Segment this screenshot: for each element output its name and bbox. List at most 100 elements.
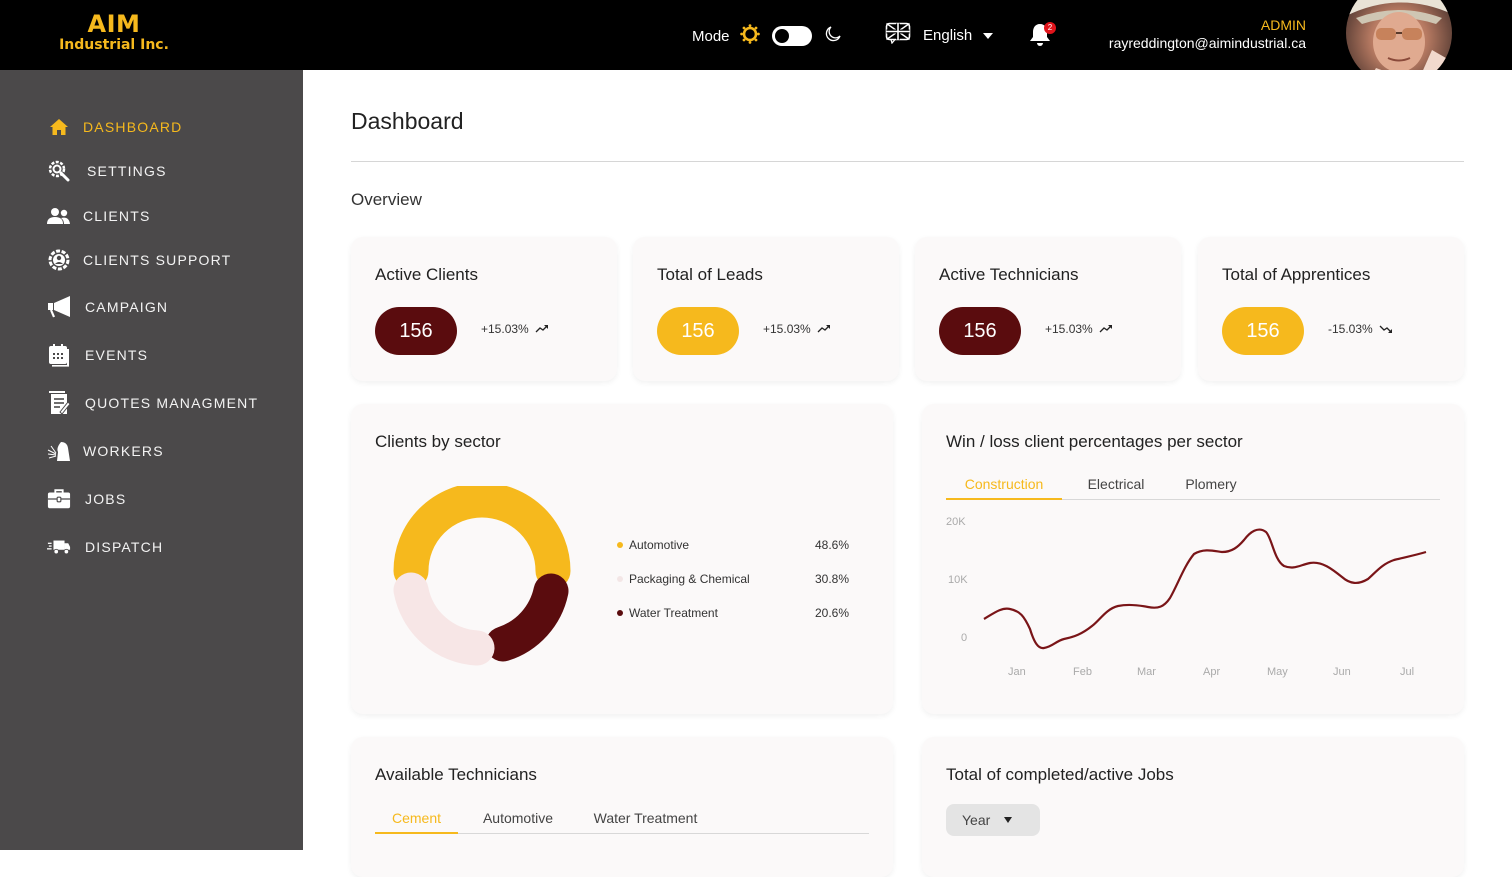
tab-construction[interactable]: Construction: [946, 476, 1062, 500]
legend-item-automotive: Automotive 48.6%: [617, 538, 849, 552]
title-divider: [351, 161, 1464, 162]
theme-toggle[interactable]: [771, 26, 812, 46]
page-title: Dashboard: [351, 108, 464, 134]
stat-title: Active Clients: [375, 265, 478, 284]
sidebar-item-clients-support[interactable]: CLIENTS SUPPORT: [47, 248, 231, 272]
user-info[interactable]: ADMIN rayreddington@aimindustrial.ca: [1109, 17, 1306, 53]
clients-by-sector-card: Clients by sector Automotive 48.6% Packa…: [351, 404, 893, 714]
section-heading: Overview: [351, 190, 422, 209]
sidebar-item-workers[interactable]: WORKERS: [47, 439, 164, 463]
stat-card-active-clients[interactable]: Active Clients 156 +15.03%: [351, 237, 617, 381]
user-email: rayreddington@aimindustrial.ca: [1108, 35, 1306, 51]
line-chart[interactable]: [922, 404, 1464, 714]
stat-card-total-apprentices[interactable]: Total of Apprentices 156 -15.03%: [1198, 237, 1464, 381]
trend-up-icon: [535, 325, 548, 333]
trend-up-icon: [817, 325, 830, 333]
sidebar-item-label: DASHBOARD: [83, 119, 183, 135]
card-title: Available Technicians: [375, 765, 537, 784]
sidebar-item-label: JOBS: [85, 491, 127, 507]
sidebar-item-label: CLIENTS: [83, 208, 151, 224]
stat-value: 156: [375, 307, 457, 355]
legend-label: Water Treatment: [629, 606, 718, 620]
x-tick: Jun: [1333, 666, 1351, 678]
stat-value: 156: [1222, 307, 1304, 355]
notification-count-badge: 2: [1044, 22, 1056, 34]
stat-card-total-leads[interactable]: Total of Leads 156 +15.03%: [633, 237, 899, 381]
sidebar-item-campaign[interactable]: CAMPAIGN: [47, 295, 168, 319]
toggle-knob: [774, 29, 789, 43]
sidebar-item-settings[interactable]: SETTINGS: [47, 159, 167, 183]
stat-title: Total of Leads: [657, 265, 763, 284]
period-select[interactable]: Year: [946, 804, 1040, 836]
sidebar-item-label: QUOTES MANAGMENT: [85, 395, 259, 411]
sidebar-item-label: CLIENTS SUPPORT: [83, 252, 232, 268]
available-technicians-card: Available Technicians Cement Automotive …: [351, 737, 893, 877]
sidebar-item-events[interactable]: EVENTS: [47, 343, 148, 367]
document-edit-icon: [47, 391, 71, 415]
sidebar-item-clients[interactable]: CLIENTS: [47, 204, 151, 228]
main-content: Dashboard Overview Active Clients 156 +1…: [303, 70, 1512, 877]
completed-jobs-card: Total of completed/active Jobs Year: [922, 737, 1464, 877]
settings-search-icon: [47, 159, 71, 183]
notifications-button[interactable]: 2: [1028, 22, 1056, 48]
legend-value: 30.8%: [814, 572, 849, 586]
calendar-icon: [47, 343, 71, 367]
stat-title: Total of Apprentices: [1222, 265, 1371, 284]
stat-title: Active Technicians: [939, 265, 1079, 284]
win-loss-card: Win / loss client percentages per sector…: [922, 404, 1464, 714]
company-logo[interactable]: AIM Industrial Inc.: [58, 12, 170, 52]
sidebar-item-label: SETTINGS: [87, 163, 167, 179]
card-title: Win / loss client percentages per sector: [946, 432, 1243, 451]
support-gear-icon: [47, 248, 71, 272]
donut-chart[interactable]: [391, 486, 573, 668]
mode-label: Mode: [692, 27, 730, 45]
sidebar-item-label: DISPATCH: [85, 539, 164, 555]
sidebar-item-quotes-management[interactable]: QUOTES MANAGMENT: [47, 391, 258, 415]
x-tick: Jul: [1400, 666, 1415, 678]
megaphone-icon: [47, 295, 71, 319]
stat-change: -15.03%: [1328, 322, 1393, 336]
x-tick: May: [1267, 666, 1288, 678]
logo-line-1: AIM: [87, 10, 141, 38]
x-tick: Jan: [1008, 666, 1026, 678]
briefcase-icon: [47, 487, 71, 511]
y-tick: 20K: [946, 516, 966, 528]
logo-line-2: Industrial Inc.: [59, 37, 169, 53]
win-loss-tabs: Construction Electrical Plomery: [946, 476, 1440, 500]
sidebar-item-dashboard[interactable]: DASHBOARD: [47, 115, 182, 139]
technician-tabs: Cement Automotive Water Treatment: [375, 810, 869, 834]
bell-icon: [1028, 24, 1052, 52]
legend-value: 48.6%: [814, 538, 849, 552]
tab-cement[interactable]: Cement: [375, 810, 458, 834]
tab-electrical[interactable]: Electrical: [1087, 476, 1145, 492]
uk-flag-icon: [885, 22, 911, 48]
users-icon: [47, 204, 71, 228]
tab-automotive[interactable]: Automotive: [482, 810, 554, 826]
welder-icon: [47, 439, 71, 463]
stat-change-value: +15.03%: [763, 322, 811, 336]
moon-icon: [824, 25, 842, 47]
stat-value: 156: [657, 307, 739, 355]
home-icon: [47, 115, 71, 139]
truck-icon: [47, 535, 71, 559]
sidebar-item-dispatch[interactable]: DISPATCH: [47, 535, 163, 559]
y-tick: 0: [961, 632, 968, 644]
legend-item-water-treatment: Water Treatment 20.6%: [617, 606, 849, 620]
stat-card-active-technicians[interactable]: Active Technicians 156 +15.03%: [915, 237, 1181, 381]
legend-label: Automotive: [629, 538, 690, 552]
legend-value: 20.6%: [814, 606, 849, 620]
y-tick: 10K: [948, 574, 968, 586]
language-selector[interactable]: English: [885, 22, 994, 48]
tab-plomery[interactable]: Plomery: [1185, 476, 1237, 492]
stat-change: +15.03%: [763, 322, 831, 336]
language-label: English: [923, 26, 973, 44]
sidebar-item-jobs[interactable]: JOBS: [47, 487, 126, 511]
x-tick: Feb: [1073, 666, 1092, 678]
tab-water-treatment[interactable]: Water Treatment: [593, 810, 698, 826]
legend-dot: [617, 610, 623, 616]
card-title: Total of completed/active Jobs: [946, 765, 1174, 784]
stat-change-value: -15.03%: [1328, 322, 1373, 336]
x-tick: Mar: [1137, 666, 1156, 678]
stat-change: +15.03%: [1045, 322, 1113, 336]
sidebar-item-label: EVENTS: [85, 347, 149, 363]
